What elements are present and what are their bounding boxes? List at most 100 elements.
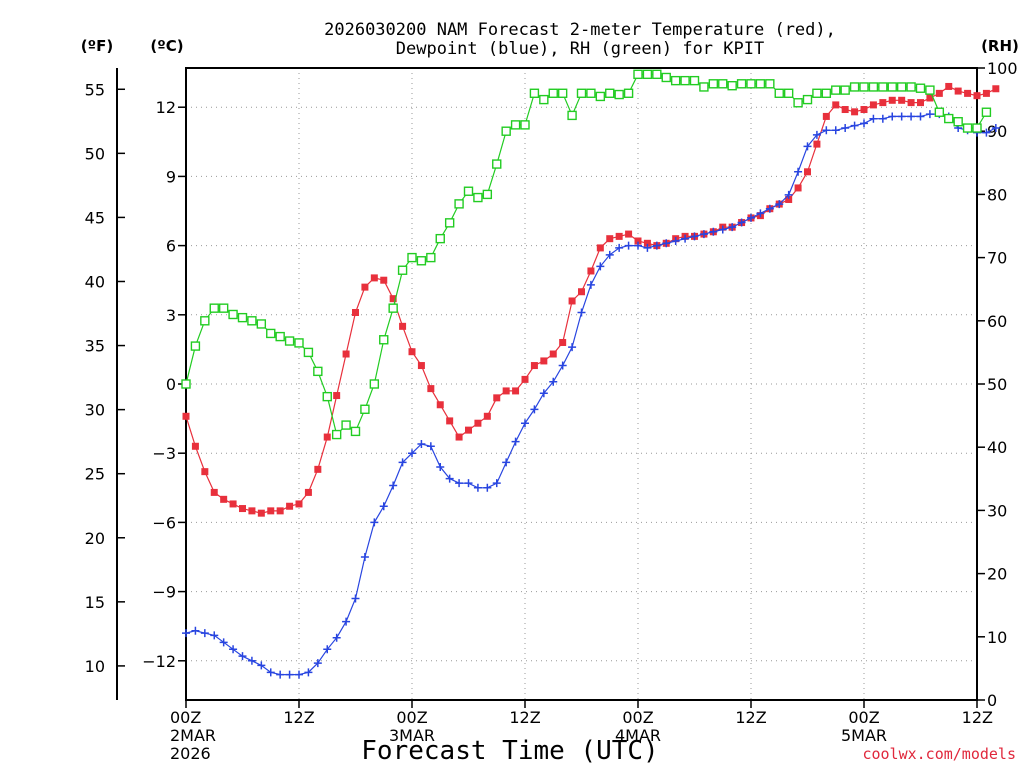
dewpoint-point bbox=[266, 668, 275, 677]
rh-point bbox=[190, 341, 201, 351]
temperature-point bbox=[201, 468, 209, 476]
temperature-point bbox=[804, 168, 811, 176]
dewpoint-point bbox=[426, 442, 435, 451]
temperature-point bbox=[945, 82, 953, 90]
temperature-point bbox=[389, 295, 397, 303]
dewpoint-point bbox=[662, 239, 671, 248]
temperature-point bbox=[898, 96, 906, 104]
rh-point bbox=[878, 82, 888, 92]
dewpoint-point bbox=[229, 645, 238, 654]
dewpoint-point bbox=[888, 112, 897, 121]
temperature-line bbox=[185, 85, 997, 514]
rh-point bbox=[595, 91, 606, 102]
rh-point bbox=[887, 82, 897, 92]
temperature-point bbox=[992, 85, 1000, 93]
temperature-point bbox=[841, 106, 849, 114]
x-tick-label: 12Z bbox=[283, 708, 314, 727]
rh-point bbox=[755, 79, 766, 89]
celsius-tick-label: −6 bbox=[152, 513, 176, 532]
temperature-point bbox=[973, 92, 981, 100]
temperature-point bbox=[926, 94, 934, 102]
rh-point bbox=[397, 265, 408, 275]
dewpoint-point bbox=[200, 629, 209, 638]
rh-point bbox=[934, 107, 945, 117]
rh-point bbox=[463, 186, 474, 196]
rh-point bbox=[812, 88, 822, 98]
dewpoint-point bbox=[417, 439, 426, 448]
x-tick-label: 12Z bbox=[509, 708, 540, 727]
fahrenheit-tick-label: 55 bbox=[85, 80, 105, 99]
temperature-point bbox=[436, 401, 444, 409]
x-tick-label: 12Z bbox=[962, 708, 993, 727]
rh-point bbox=[680, 75, 690, 86]
dewpoint-point bbox=[615, 243, 624, 252]
rh-point bbox=[859, 82, 869, 92]
dewpoint-point bbox=[709, 227, 718, 236]
x-tick-label: 00Z bbox=[622, 708, 653, 727]
celsius-tick-label: −12 bbox=[142, 652, 176, 671]
rh-point bbox=[557, 88, 568, 98]
temperature-point bbox=[220, 495, 228, 503]
celsius-tick-label: 0 bbox=[166, 375, 176, 394]
temperature-point bbox=[813, 140, 821, 148]
temperature-point bbox=[907, 99, 915, 107]
rh-point bbox=[802, 94, 813, 105]
rh-point bbox=[454, 199, 464, 209]
dewpoint-point bbox=[586, 280, 595, 289]
dewpoint-point bbox=[794, 167, 803, 176]
temperature-point bbox=[888, 96, 896, 104]
rh-point bbox=[369, 379, 380, 389]
rh-point bbox=[689, 75, 700, 86]
temperature-point bbox=[210, 488, 218, 496]
temperature-point bbox=[267, 507, 275, 515]
rh-point bbox=[896, 82, 907, 92]
temperature-point bbox=[399, 322, 407, 330]
dewpoint-point bbox=[925, 110, 934, 119]
temperature-point bbox=[982, 89, 990, 97]
rh-point bbox=[944, 113, 954, 124]
rh-tick-label: 40 bbox=[987, 438, 1007, 457]
dewpoint-point bbox=[210, 631, 219, 640]
rh-tick-label: 50 bbox=[987, 375, 1007, 394]
rh-tick-label: 90 bbox=[987, 122, 1007, 141]
rh-point bbox=[303, 347, 314, 358]
dewpoint-point bbox=[464, 479, 473, 488]
dewpoint-point bbox=[907, 112, 916, 121]
fahrenheit-tick-label: 35 bbox=[85, 337, 105, 356]
rh-point bbox=[727, 80, 737, 91]
temperature-point bbox=[276, 507, 284, 515]
rh-point bbox=[444, 218, 455, 228]
rh-tick-label: 100 bbox=[987, 59, 1018, 78]
rh-point bbox=[510, 120, 521, 130]
rh-tick-label: 0 bbox=[987, 691, 997, 710]
temperature-point bbox=[615, 232, 623, 240]
rh-point bbox=[200, 316, 210, 326]
temperature-point bbox=[935, 89, 943, 97]
dewpoint-point bbox=[728, 223, 737, 232]
dewpoint-point bbox=[370, 518, 379, 527]
dewpoint-point bbox=[238, 652, 247, 661]
temperature-point bbox=[286, 502, 294, 510]
x-tick-date-label: 4MAR bbox=[615, 726, 661, 745]
dewpoint-point bbox=[351, 594, 360, 603]
axes: 55504540353025201510129630−3−6−9−1210090… bbox=[85, 59, 1018, 763]
dewpoint-point bbox=[549, 377, 558, 386]
rh-point bbox=[492, 159, 502, 169]
temperature-point bbox=[832, 101, 840, 109]
temperature-point bbox=[483, 412, 491, 420]
rh-point bbox=[868, 82, 879, 92]
temperature-point bbox=[446, 417, 454, 425]
dewpoint-point bbox=[605, 250, 614, 259]
temperature-point bbox=[851, 108, 859, 116]
rh-point bbox=[783, 88, 794, 98]
dewpoint-point bbox=[982, 128, 991, 137]
fahrenheit-tick-label: 10 bbox=[85, 657, 105, 676]
dewpoint-point bbox=[530, 405, 539, 414]
dewpoint-point bbox=[257, 661, 266, 670]
temperature-point bbox=[794, 184, 802, 192]
dewpoint-point bbox=[332, 633, 341, 642]
dewpoint-point bbox=[483, 483, 492, 492]
rh-point bbox=[962, 123, 973, 133]
fahrenheit-tick-label: 20 bbox=[85, 529, 105, 548]
